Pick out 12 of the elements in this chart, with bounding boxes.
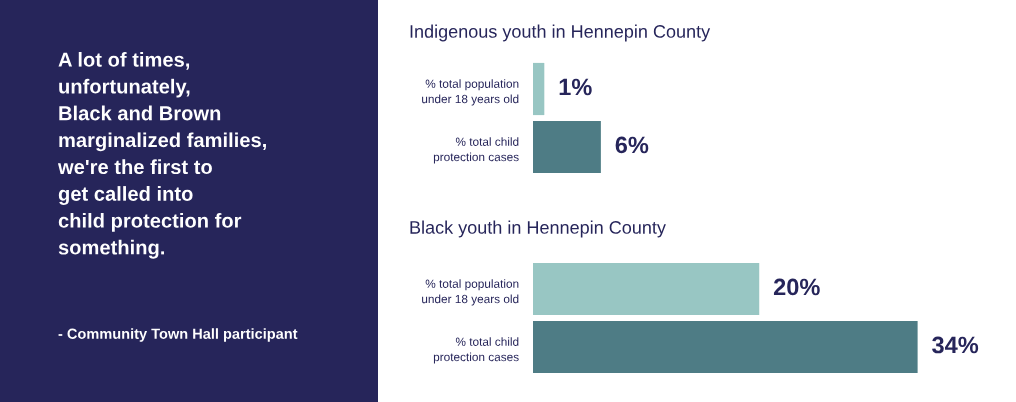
data-label: 1%	[559, 78, 592, 96]
text: - Community Town Hall participant	[58, 328, 298, 342]
data-label: 20%	[773, 278, 820, 296]
y-tick-label: % total population under 18 years old	[422, 279, 519, 306]
text: A lot of times, unfortunately, Black and Brown marginalized families, we're the first to get called into child protection for something.	[57, 52, 266, 259]
chart-title: Indigenous youth in Hennepin County	[410, 24, 711, 42]
y-tick-label: % total population under 18 years old	[422, 79, 519, 106]
data-label: 34%	[932, 336, 979, 354]
y-tick-label: % total child protection cases	[433, 337, 519, 364]
chart-title: Black youth in Hennepin County	[410, 220, 666, 238]
y-tick-label: % total child protection cases	[433, 137, 519, 164]
data-label: 6%	[615, 136, 649, 154]
